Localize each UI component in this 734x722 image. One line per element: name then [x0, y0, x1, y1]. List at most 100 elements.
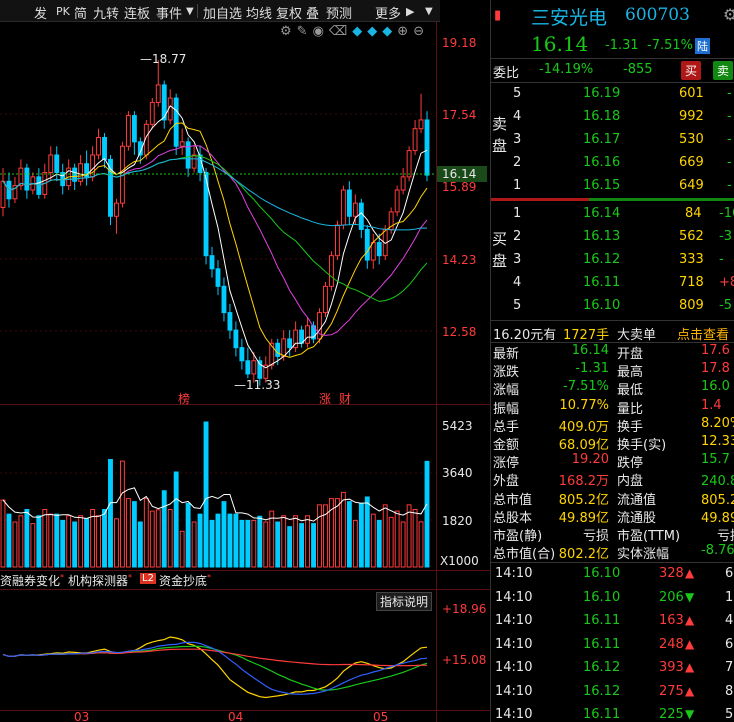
candle-up — [340, 189, 346, 226]
volume-bar — [311, 523, 316, 568]
buy-level: 5 — [513, 298, 522, 313]
quote-label: 流通值 — [617, 492, 657, 508]
buy-button[interactable]: 买 — [681, 61, 702, 80]
sell-level-row[interactable]: 2 16.16 669 - — [491, 152, 734, 174]
candle-down — [275, 342, 281, 357]
volume-bar — [173, 471, 179, 568]
add-watchlist-button[interactable]: 加自选 — [203, 7, 243, 22]
sell-volume: 669 — [679, 155, 704, 170]
price-axis-label: 19.18 — [442, 36, 477, 50]
toolbar-item-ma[interactable]: 均线 — [246, 7, 273, 22]
volume-bar — [317, 504, 322, 568]
tick-time: 14:10 — [495, 589, 533, 605]
volume-bar — [412, 509, 418, 568]
kline-chart-area[interactable]: ⚙✎◉⌫◆◆◆⊕⊖ 19.18 17.54 16.14 15.89 14.23 … — [0, 22, 490, 722]
volume-bar — [149, 510, 155, 568]
moving-average-lines — [2, 105, 428, 369]
more-dropdown-icon[interactable]: ▼ — [425, 6, 433, 17]
buy-price: 16.13 — [583, 229, 621, 244]
tab-margin-change[interactable]: 资融券变化* — [0, 573, 65, 588]
zoom-out-icon[interactable]: ⊖ — [413, 24, 430, 39]
indicator-tabs: 资融券变化* 机构探测器* L2 资金抄底* — [0, 570, 436, 589]
sell-button[interactable]: 卖 — [713, 61, 734, 80]
quote-value: -8.76% — [701, 543, 734, 559]
toolbar-item-forecast[interactable]: 预测 — [326, 7, 353, 22]
settings-gear-icon[interactable]: ⚙ — [723, 5, 734, 24]
event-label-limit[interactable]: 涨 — [319, 392, 332, 406]
volume-bar — [6, 513, 12, 568]
candle-up — [48, 154, 54, 173]
pencil-icon[interactable]: ✎ — [296, 24, 313, 39]
toolbar-item-pk[interactable]: PK — [56, 5, 70, 18]
alert-icon[interactable]: ▮ — [494, 8, 502, 23]
sell-price: 16.19 — [583, 86, 621, 101]
event-label-list[interactable]: 榜 — [178, 392, 191, 406]
sell-delta: - — [727, 155, 732, 170]
volume-bar — [0, 499, 6, 568]
volume-bar — [394, 510, 400, 568]
volume-bar — [269, 510, 275, 568]
candle-up — [334, 224, 340, 257]
big-order-price: 16.20元有 — [493, 328, 557, 343]
tab-bottom-fishing[interactable]: 资金抄底* — [159, 573, 212, 588]
volume-bar — [78, 515, 84, 568]
indicator-explain-button[interactable]: 指标说明 — [376, 592, 433, 611]
sell-level-row[interactable]: 3 16.17 530 - — [491, 129, 734, 151]
indicator-axis-label: +18.96 — [442, 602, 487, 616]
toolbar-item-simple[interactable]: 简 — [74, 7, 88, 22]
volume-bar — [36, 515, 42, 568]
toolbar-item-more[interactable]: 更多 — [375, 7, 402, 22]
gear-icon[interactable]: ⚙ — [280, 24, 297, 39]
tick-volume: 275 — [659, 683, 684, 699]
volume-bar — [102, 509, 107, 568]
buy-level: 3 — [513, 252, 522, 267]
toolbar-item-events[interactable]: 事件 — [156, 7, 183, 22]
zoom-in-icon[interactable]: ⊕ — [397, 24, 414, 39]
current-price-tag-bg — [437, 166, 487, 182]
tick-count: 4 — [725, 613, 734, 628]
event-label-finance[interactable]: 财 — [339, 392, 352, 406]
sell-level-row[interactable]: 4 16.18 992 - — [491, 106, 734, 128]
quote-label: 总手 — [493, 419, 520, 435]
tick-time: 14:10 — [495, 613, 533, 628]
toolbar-item-fa[interactable]: 发 — [34, 7, 48, 22]
buy-level-row[interactable]: 3 16.12 333 - — [491, 249, 734, 271]
quote-label: 实体涨幅 — [617, 547, 670, 563]
tick-time: 14:10 — [495, 636, 533, 652]
candle-down — [54, 154, 60, 173]
toolbar-item-overlay[interactable]: 叠 — [306, 7, 320, 22]
candle-down — [358, 202, 364, 230]
candle-up — [125, 115, 131, 147]
x-axis-label: 04 — [228, 710, 244, 722]
buy-level-row[interactable]: 1 16.14 84 -16 — [491, 203, 734, 225]
diamonds-icon[interactable]: ◆◆◆ — [352, 24, 398, 39]
volume-bar — [406, 504, 412, 568]
buy-delta: - — [719, 252, 724, 267]
sell-level-row[interactable]: 5 16.19 601 - — [491, 83, 734, 105]
events-dropdown-icon[interactable]: ▼ — [186, 6, 194, 17]
more-arrow-icon[interactable]: ▶ — [406, 5, 415, 18]
eye-icon[interactable]: ◉ — [312, 24, 329, 39]
tick-row: 14:10 16.10 328 ▲ 6 — [491, 563, 734, 585]
trash-icon[interactable]: ⌫ — [328, 24, 353, 39]
buy-volume: 562 — [679, 229, 704, 244]
toolbar-item-fuquan[interactable]: 复权 — [276, 7, 303, 22]
big-order-link[interactable]: 点击查看 — [677, 328, 730, 343]
buy-level-row[interactable]: 2 16.13 562 -3 — [491, 226, 734, 248]
tick-count: 6 — [725, 636, 734, 652]
buy-level-row[interactable]: 5 16.10 809 -5 — [491, 295, 734, 317]
volume-bar — [131, 501, 137, 568]
quote-value: 15.7 — [701, 452, 730, 468]
quote-label: 换手(实) — [617, 438, 667, 453]
chart-toolbar: 发 PK 简 九转 连板 事件 ▼ 加自选 均线 复权 叠 预测 更多 ▶ ▼ — [0, 0, 440, 22]
candle-down — [221, 285, 227, 314]
buy-level-row[interactable]: 4 16.11 718 +8 — [491, 272, 734, 294]
sell-level-row[interactable]: 1 16.15 649 - — [491, 175, 734, 197]
volume-bar — [329, 498, 334, 568]
low-price-marker: —11.33 — [234, 378, 281, 392]
toolbar-item-jiuzhuan[interactable]: 九转 — [93, 7, 120, 22]
tab-institution-detector[interactable]: 机构探测器* — [68, 573, 133, 588]
toolbar-item-lianban[interactable]: 连板 — [124, 7, 151, 22]
candle-up — [394, 189, 400, 213]
buy-volume: 718 — [679, 275, 704, 290]
